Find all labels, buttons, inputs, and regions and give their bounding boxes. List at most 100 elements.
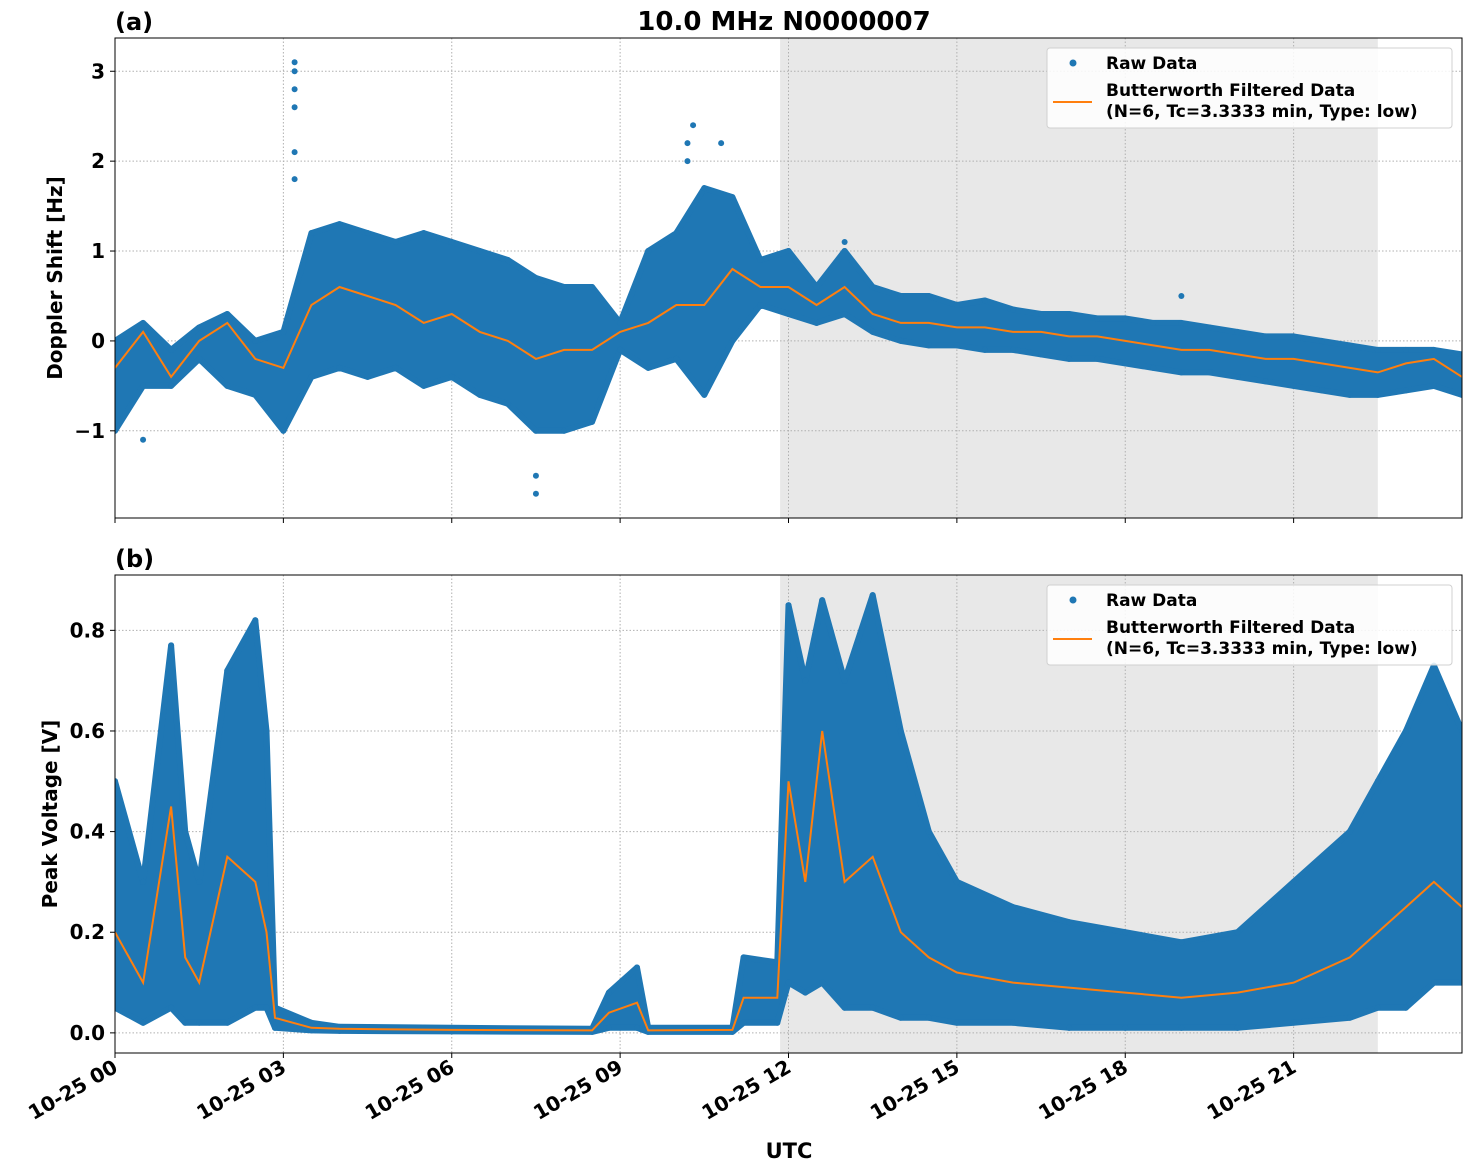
raw-data-point: [224, 310, 231, 317]
raw-data-point: [1178, 939, 1185, 946]
raw-data-outlier: [690, 122, 697, 129]
y-axis-label: Doppler Shift [Hz]: [43, 176, 67, 380]
raw-data-point: [1374, 346, 1381, 353]
y-tick-label: 0: [91, 329, 105, 353]
raw-data-point: [1010, 346, 1016, 353]
legend-filtered-label: Butterworth Filtered Data: [1106, 618, 1355, 638]
raw-data-point: [869, 283, 876, 290]
raw-data-point: [925, 292, 932, 299]
raw-data-outlier: [140, 436, 147, 443]
raw-data-point: [617, 346, 624, 353]
raw-data-point: [605, 989, 612, 996]
x-tick-label: 10-25 03: [192, 1055, 290, 1125]
raw-data-point: [448, 239, 455, 246]
raw-data-point: [196, 1019, 203, 1026]
raw-data-point: [1234, 373, 1241, 380]
raw-data-point: [364, 373, 371, 380]
raw-data-point: [1122, 360, 1129, 367]
raw-data-point: [841, 248, 848, 255]
raw-data-point: [1402, 727, 1409, 734]
y-axis-label: Peak Voltage [V]: [38, 720, 62, 909]
x-tick-label: 10-25 12: [697, 1055, 795, 1125]
raw-data-point: [420, 230, 427, 237]
raw-data-point: [953, 1019, 960, 1026]
legend-box: [1046, 47, 1453, 129]
raw-data-point: [802, 677, 809, 684]
raw-data-point: [589, 283, 596, 290]
raw-data-point: [476, 248, 483, 255]
raw-data-point: [813, 319, 820, 326]
raw-data-point: [448, 373, 455, 380]
raw-data-point: [140, 1019, 147, 1026]
legend: Raw Data Butterworth Filtered Data(N=6, T…: [1046, 584, 1453, 666]
panel-label: (b): [115, 545, 154, 573]
raw-data-point: [336, 221, 343, 228]
raw-data-point: [1206, 324, 1213, 331]
raw-data-point: [953, 878, 960, 885]
raw-data-point: [633, 1024, 640, 1031]
raw-data-point: [633, 964, 640, 971]
raw-data-point: [953, 301, 960, 308]
raw-data-point: [224, 667, 231, 674]
legend-box: [1046, 584, 1453, 666]
x-tick-label: 10-25 06: [361, 1055, 459, 1125]
raw-data-point: [925, 828, 932, 835]
raw-data-point: [1234, 1024, 1241, 1031]
y-tick-label: 0.0: [70, 1021, 105, 1045]
raw-data-point: [1374, 1004, 1381, 1011]
raw-data-point: [1178, 319, 1185, 326]
panel-label: (a): [115, 8, 153, 36]
raw-data-point: [869, 328, 876, 335]
raw-data-point: [263, 1004, 270, 1011]
raw-data-point: [1206, 369, 1213, 376]
raw-data-point: [252, 1004, 259, 1011]
raw-data-point: [869, 1004, 876, 1011]
raw-data-outlier: [1178, 292, 1185, 299]
raw-data-point: [1234, 328, 1241, 335]
raw-data-point: [1234, 929, 1241, 936]
raw-data-point: [561, 283, 567, 290]
raw-data-point: [1066, 355, 1073, 362]
raw-data-point: [115, 337, 118, 344]
raw-data-point: [280, 328, 287, 335]
legend-raw-label: Raw Data: [1106, 591, 1197, 611]
raw-data-outlier: [291, 68, 298, 75]
raw-data-point: [1150, 364, 1157, 371]
raw-data-point: [1010, 306, 1016, 313]
raw-data-point: [1459, 979, 1462, 986]
plot-area: [115, 592, 1462, 1035]
raw-data-point: [1066, 1024, 1073, 1031]
raw-data-point: [1094, 355, 1101, 362]
raw-data-point: [263, 727, 270, 734]
raw-data-point: [280, 427, 287, 434]
raw-data-outlier: [291, 59, 298, 66]
legend-raw-label: Raw Data: [1106, 54, 1197, 74]
x-axis-label: UTC: [766, 1139, 813, 1163]
filtered-data-line: [115, 730, 1462, 1032]
legend-filtered-label: Butterworth Filtered Data: [1106, 81, 1355, 101]
x-tick-label: 10-25 09: [529, 1055, 627, 1125]
x-tick-label: 10-25 00: [24, 1055, 122, 1125]
raw-data-point: [1094, 315, 1101, 322]
raw-data-point: [953, 342, 960, 349]
x-tick-label: 10-25 15: [866, 1055, 964, 1125]
raw-data-point: [532, 427, 539, 434]
raw-data-point: [1038, 351, 1045, 358]
raw-data-point: [168, 346, 175, 353]
raw-data-point: [729, 194, 736, 201]
raw-data-point: [740, 954, 747, 961]
raw-data-point: [182, 828, 189, 835]
raw-data-point: [589, 418, 596, 425]
raw-data-point: [729, 337, 736, 344]
legend: Raw Data Butterworth Filtered Data(N=6, T…: [1046, 47, 1453, 129]
raw-data-point: [981, 297, 988, 304]
raw-data-point: [115, 1004, 118, 1011]
raw-data-point: [1318, 337, 1325, 344]
raw-data-point: [1150, 319, 1157, 326]
raw-data-point: [1402, 1004, 1409, 1011]
y-tick-label: 0.8: [70, 618, 105, 642]
raw-data-point: [1262, 333, 1269, 340]
raw-data-point: [869, 592, 876, 599]
raw-data-point: [1038, 310, 1045, 317]
